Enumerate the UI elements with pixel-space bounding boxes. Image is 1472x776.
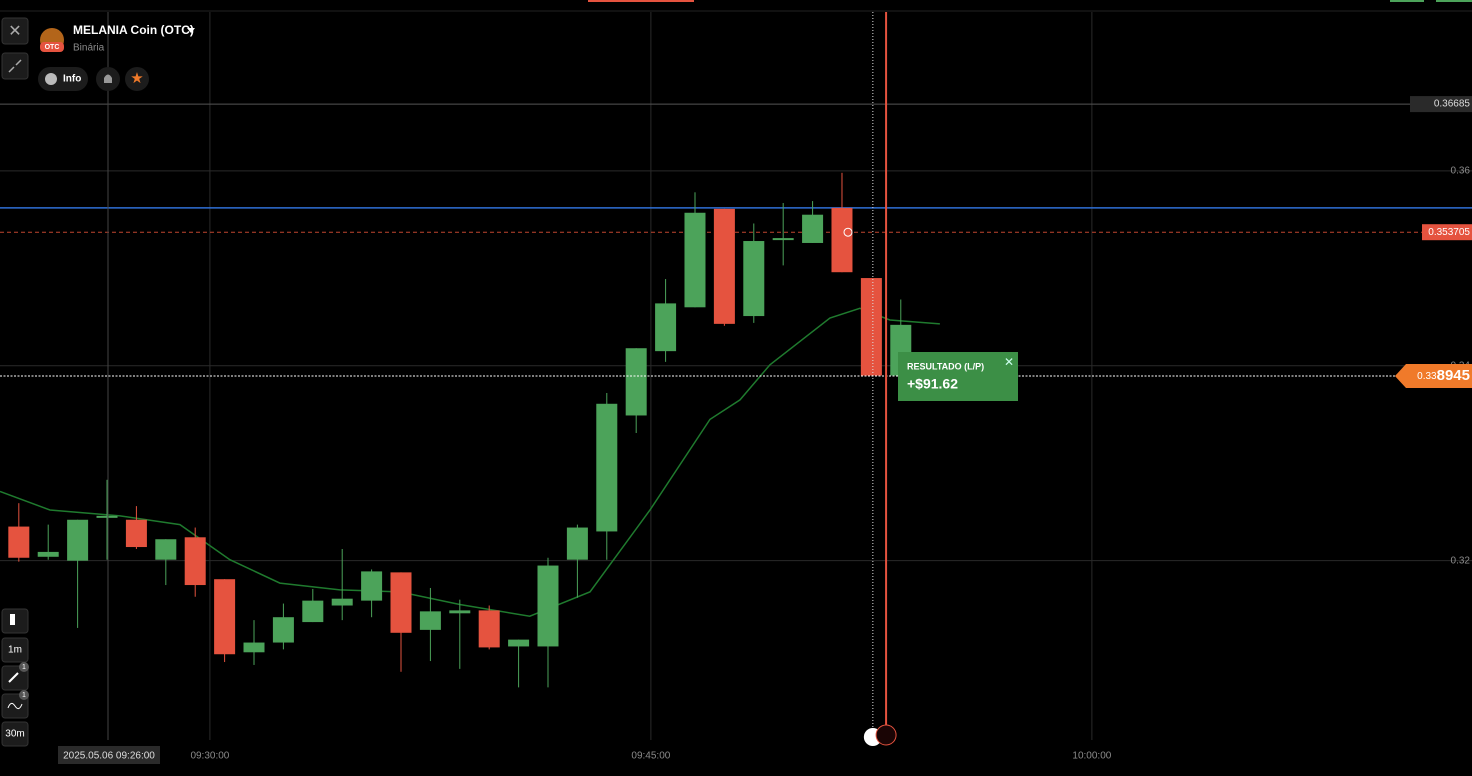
- candle-body: [37, 551, 59, 557]
- candle-body: [302, 600, 324, 623]
- candle-body: [831, 207, 853, 273]
- candle-body: [508, 639, 530, 647]
- candle-body: [655, 303, 677, 352]
- asset-type: Binária: [73, 43, 105, 54]
- candle-body: [96, 515, 118, 518]
- info-icon: [45, 73, 57, 85]
- info-button[interactable]: [38, 67, 88, 91]
- candle-body: [214, 579, 236, 655]
- candle-body: [772, 238, 794, 241]
- favorite-button[interactable]: [125, 67, 149, 91]
- moving-average: [0, 307, 940, 618]
- pencil-icon: [8, 672, 19, 683]
- alert-label: 0.36685: [1434, 99, 1471, 110]
- candle-body: [67, 519, 89, 561]
- badge: [19, 662, 29, 672]
- star-icon: ★: [130, 70, 143, 87]
- candle-body: [184, 537, 206, 586]
- result-value: +$91.62: [907, 376, 958, 392]
- candle-body: [743, 241, 765, 317]
- alert-label-box: [1410, 96, 1472, 113]
- collapse-icon: [8, 59, 22, 73]
- price-part: 0.33: [1417, 371, 1437, 382]
- period-button[interactable]: [1, 721, 29, 747]
- candle-body: [860, 278, 882, 376]
- badge: [19, 690, 29, 700]
- price-part: 8945: [1437, 367, 1470, 384]
- candle-body: [478, 610, 500, 648]
- collapse-button[interactable]: [1, 52, 29, 80]
- entry-label: 0.353705: [1428, 227, 1470, 238]
- candle-body: [243, 642, 265, 653]
- asset-name[interactable]: MELANIA Coin (OTC): [73, 23, 194, 37]
- top-tab: [1436, 0, 1472, 2]
- price-tag-label: 0.338945: [1417, 367, 1470, 384]
- logo-badge-text: OTC: [45, 44, 60, 51]
- candle-body: [684, 212, 706, 308]
- price-tag: [1395, 364, 1472, 389]
- candle-body: [713, 208, 735, 324]
- candle-body: [596, 403, 618, 532]
- logo-badge: [40, 42, 64, 52]
- data: 0.36685 0.353705 0.338945: [0, 12, 1472, 746]
- result-label: RESULTADO (L/P): [907, 361, 984, 371]
- period-label: 30m: [5, 729, 24, 740]
- candle-body: [625, 348, 647, 416]
- expiry-marker: [875, 724, 897, 746]
- result-close[interactable]: ✕: [1004, 355, 1014, 369]
- candle-body: [419, 611, 441, 630]
- x-tick-label: 10:00:00: [1072, 751, 1111, 762]
- candle-body: [802, 214, 824, 243]
- close-icon: ✕: [8, 23, 21, 40]
- entry-marker: [843, 227, 853, 237]
- y-tick-label: 0.36: [1451, 165, 1471, 176]
- info-label: Info: [63, 74, 81, 85]
- x-tick-label: 09:45:00: [631, 751, 670, 762]
- crosshair-label-box: [58, 746, 160, 764]
- indicators-badge: 1: [22, 692, 26, 699]
- candle-body: [125, 519, 147, 548]
- top-tab: [1390, 0, 1424, 2]
- top-tab: [588, 0, 694, 2]
- candle-body: [272, 617, 294, 643]
- candle-body: [8, 526, 30, 558]
- indicator-icon: [7, 702, 23, 710]
- candle-body: [155, 539, 177, 560]
- bell-icon: [104, 74, 112, 83]
- asset-dropdown[interactable]: [187, 28, 195, 33]
- timeframe-button[interactable]: [1, 637, 29, 663]
- drawings-badge: 1: [22, 664, 26, 671]
- candle-body: [331, 598, 353, 606]
- entry-label-box: [1422, 224, 1472, 241]
- crosshair-label: 2025.05.06 09:26:00: [63, 751, 155, 762]
- y-tick-label: 0.32: [1451, 555, 1471, 566]
- candle-body: [449, 610, 471, 614]
- timeframe-label: 1m: [8, 645, 22, 656]
- candle-body: [390, 572, 412, 633]
- close-button[interactable]: [1, 17, 29, 45]
- chart-type-icon: [10, 614, 15, 625]
- candle-body: [566, 527, 588, 560]
- result-box: [898, 352, 1018, 401]
- drawings-button[interactable]: [1, 665, 29, 691]
- candle-body: [361, 571, 383, 601]
- candle-body: [537, 565, 559, 647]
- x-tick-label: 09:30:00: [190, 751, 229, 762]
